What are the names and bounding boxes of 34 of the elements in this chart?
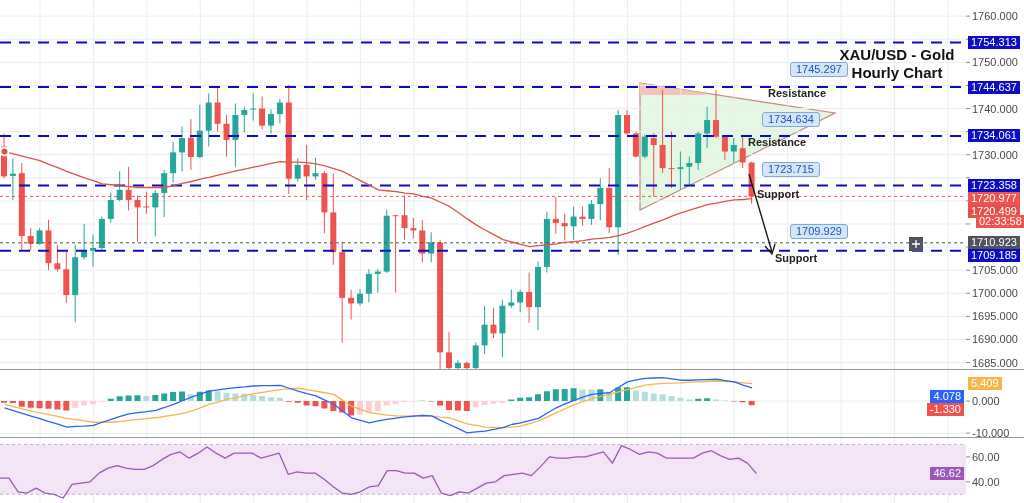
y-tick-label: 0.000 [972,395,1000,408]
text: 46.62 [930,467,964,481]
y-tick-label: 60.00 [972,450,1000,463]
y-tick-label: 1730.000 [972,148,1018,161]
y-tick-label: 1695.000 [972,310,1018,323]
y-tick-label: 1685.000 [972,356,1018,369]
ref-line-label: 1744.637 [968,80,1020,94]
annotation: 1723.715 [762,161,820,177]
text: 5.409 [968,377,1002,391]
annotation: 1709.929 [790,224,848,240]
y-tick-label: 40.00 [972,475,1000,488]
annotation: 1745.297 [790,62,848,78]
ref-line-label: 1709.185 [968,249,1020,263]
ref-line-label: 1754.313 [968,35,1020,49]
text: 1720.499 [968,204,1020,218]
text: 02:33:58 [976,215,1024,228]
ref-line-label: 1720.977 [968,191,1020,205]
text: Support [775,252,818,265]
y-tick-label: -10.000 [972,427,1010,440]
text: Resistance [768,87,827,100]
text: -1.330 [926,403,964,417]
ref-line-label: 1734.061 [968,129,1020,143]
y-tick-label: 1705.000 [972,264,1018,277]
annotation: Resistance [748,136,807,149]
y-tick-label: 1690.000 [972,333,1018,346]
y-tick-label: 1700.000 [972,287,1018,300]
text: Support [757,188,800,201]
annotation: 1734.634 [762,112,820,128]
ref-line-label: 1723.358 [968,178,1020,192]
y-tick-label: 1750.000 [972,56,1018,69]
y-tick-label: 1740.000 [972,102,1018,115]
text: 4.078 [930,390,964,404]
y-tick-label: 1760.000 [972,10,1018,23]
ref-line-label: 1710.923 [968,236,1020,250]
